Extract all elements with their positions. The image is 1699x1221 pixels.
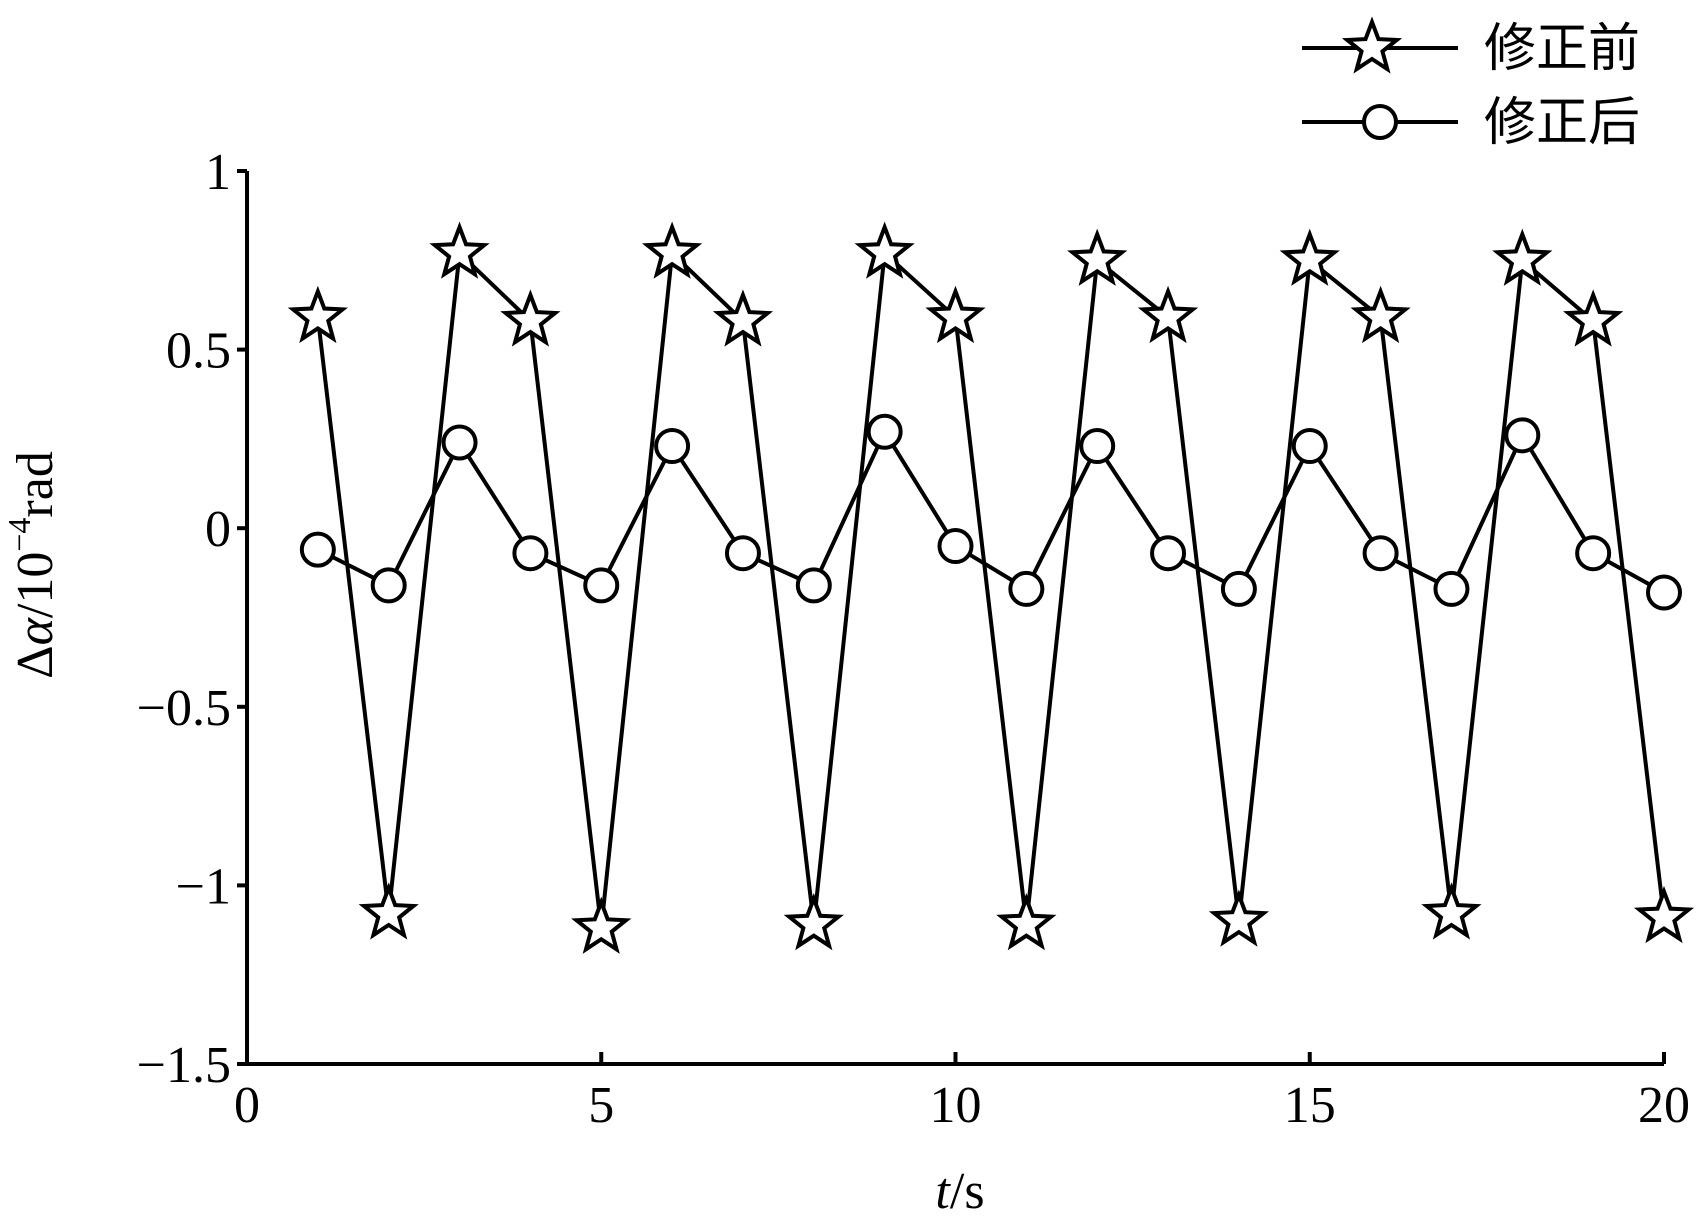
y-tick-label: −0.5	[137, 680, 231, 737]
circle-point	[866, 413, 903, 450]
x-tick-label: 0	[234, 1077, 260, 1134]
star-point	[1421, 882, 1482, 940]
circle-point	[1220, 570, 1257, 607]
star-point	[500, 289, 561, 347]
y-tick-label: −1	[176, 858, 231, 915]
y-tick-label: −1.5	[137, 1037, 231, 1094]
star-point	[287, 285, 348, 344]
circle-marker-icon	[1362, 104, 1398, 140]
star-point	[712, 289, 774, 347]
star-point	[925, 285, 986, 344]
y-tick-label: 0	[205, 501, 231, 558]
ticks: 10.50−0.5−1−1.50 5 10 15 20	[137, 144, 1690, 1134]
series-line	[315, 248, 1666, 929]
circle-point	[1575, 535, 1612, 572]
circle-point	[1008, 570, 1045, 607]
x-tick-label: 15	[1284, 1077, 1336, 1134]
star-point	[1492, 228, 1553, 286]
star-point	[1279, 228, 1340, 286]
circle-point	[441, 424, 478, 461]
circle-point	[937, 528, 974, 565]
star-marker-icon	[1341, 16, 1403, 74]
x-tick-label: 5	[588, 1077, 614, 1134]
circle-point	[724, 535, 761, 572]
star-point	[783, 893, 844, 951]
star-point	[1633, 885, 1695, 944]
x-tick-label: 10	[930, 1077, 982, 1134]
star-point	[571, 896, 632, 954]
circle-point	[1433, 570, 1470, 607]
series-layer	[287, 221, 1695, 954]
circle-point	[1646, 574, 1682, 611]
series-after	[299, 413, 1682, 611]
star-point	[429, 221, 490, 279]
circle-point	[795, 567, 832, 604]
series-line	[316, 427, 1665, 595]
circle-point	[370, 567, 407, 604]
legend-item-before: 修正前	[1302, 16, 1640, 79]
star-point	[358, 882, 419, 940]
star-point	[1067, 228, 1128, 286]
series-before	[287, 221, 1695, 954]
star-point	[641, 221, 703, 279]
y-tick-label: 1	[205, 144, 231, 201]
legend-item-after: 修正后	[1302, 93, 1640, 153]
star-point	[996, 893, 1057, 951]
y-axis-label: Δα/10−4rad	[1, 451, 64, 679]
circle-point	[1079, 428, 1116, 465]
star-point	[1208, 889, 1270, 947]
y-tick-label: 0.5	[166, 323, 231, 380]
circle-point	[299, 531, 336, 568]
legend-label-before: 修正前	[1484, 19, 1640, 79]
star-point	[854, 221, 915, 279]
circle-point	[583, 567, 620, 604]
star-point	[1563, 289, 1624, 347]
circle-point	[1150, 535, 1187, 572]
x-tick-label: 20	[1638, 1077, 1690, 1134]
circle-point	[654, 428, 691, 465]
star-point	[1137, 285, 1199, 344]
legend-label-after: 修正后	[1484, 93, 1640, 153]
x-axis-label: t/s	[935, 1163, 984, 1220]
circle-point	[1362, 535, 1399, 572]
circle-point	[1291, 428, 1328, 465]
circle-point	[512, 535, 549, 572]
circle-point	[1504, 417, 1541, 454]
star-point	[1350, 285, 1411, 344]
legend: 修正前 修正后	[1302, 16, 1640, 153]
